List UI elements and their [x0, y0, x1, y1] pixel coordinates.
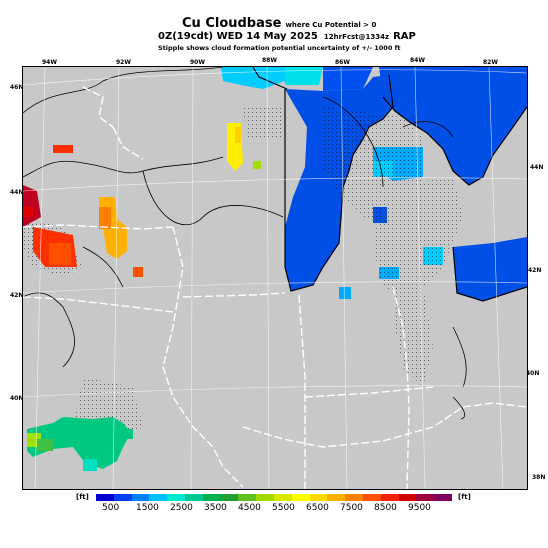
- colorbar-segment: [291, 494, 310, 501]
- lat-label-right-40n: 40N: [526, 370, 540, 377]
- colorbar-segment: [309, 494, 328, 501]
- lat-label-right-38n: 38N: [532, 474, 546, 481]
- colorbar-tick: 6500: [306, 503, 329, 513]
- lon-label-90w: 90W: [190, 59, 205, 66]
- map-title-qualifier: where Cu Potential > 0: [285, 21, 377, 29]
- lat-label-left-44n: 44N: [10, 189, 24, 196]
- colorbar-tick: 1500: [136, 503, 159, 513]
- lat-label-right-42n: 42N: [528, 267, 542, 274]
- lon-label-86w: 86W: [335, 59, 350, 66]
- colorbar-segment: [434, 494, 452, 501]
- colorbar-segment: [167, 494, 185, 501]
- colorbar-tick: 8500: [374, 503, 397, 513]
- colorbar-unit-left: [ft]: [76, 493, 89, 501]
- colorbar-tick: 500: [102, 503, 120, 513]
- green-bay-cloudbase: [227, 123, 261, 171]
- lon-label-82w: 82W: [483, 59, 498, 66]
- lon-label-84w: 84W: [410, 57, 425, 64]
- lat-label-left-46n: 46N: [10, 84, 24, 91]
- colorbar-segment: [131, 494, 150, 501]
- colorbar-segment: [202, 494, 221, 501]
- colorbar-segment: [362, 494, 381, 501]
- lon-label-88w: 88W: [262, 57, 277, 64]
- colorbar-unit-right: [ft]: [458, 493, 471, 501]
- colorbar-segment: [113, 494, 132, 501]
- colorbar-tick: 4500: [238, 503, 261, 513]
- wisconsin-cloudbase: [23, 145, 143, 277]
- colorbar-segment: [327, 494, 346, 501]
- state-borders: [23, 86, 527, 489]
- map-canvas: [23, 67, 527, 489]
- lat-lon-grid: [23, 67, 527, 489]
- lon-label-92w: 92W: [116, 59, 131, 66]
- colorbar-segment: [184, 494, 203, 501]
- colorbar-segment: [149, 494, 168, 501]
- lat-label-right-44n: 44N: [530, 164, 544, 171]
- valid-time-line: 0Z(19cdt) WED 14 May 2025 12hrFcst@1334z R…: [158, 31, 416, 42]
- colorbar-segment: [398, 494, 417, 501]
- contour-lines: [23, 67, 467, 420]
- southwest-cloudbase: [27, 417, 133, 471]
- cloudbase-map: [22, 66, 528, 490]
- colorbar-tick: 9500: [408, 503, 431, 513]
- valid-time: 0Z(19cdt) WED 14 May 2025: [158, 31, 318, 42]
- lat-label-left-40n: 40N: [10, 395, 24, 402]
- colorbar: [96, 494, 452, 501]
- colorbar-segment: [345, 494, 363, 501]
- colorbar-segment: [96, 494, 114, 501]
- map-title: Cu Cloudbase where Cu Potential > 0: [182, 16, 377, 31]
- forecast-init: 12hrFcst@1334z: [323, 33, 390, 41]
- colorbar-segment: [256, 494, 274, 501]
- colorbar-segment: [380, 494, 399, 501]
- uncertainty-stipple: [23, 107, 463, 447]
- colorbar-tick: 7500: [340, 503, 363, 513]
- colorbar-segment: [273, 494, 292, 501]
- colorbar-segment: [238, 494, 257, 501]
- colorbar-segment: [416, 494, 435, 501]
- lat-label-left-42n: 42N: [10, 292, 24, 299]
- header: Cu Cloudbase where Cu Potential > 0 0Z(19…: [0, 0, 548, 60]
- lon-label-94w: 94W: [42, 59, 57, 66]
- colorbar-tick: 3500: [204, 503, 227, 513]
- colorbar-segment: [220, 494, 239, 501]
- colorbar-tick: 2500: [170, 503, 193, 513]
- model-name: RAP: [393, 31, 416, 42]
- stipple-note: Stipple shows cloud formation potential …: [158, 44, 401, 52]
- colorbar-tick: 5500: [272, 503, 295, 513]
